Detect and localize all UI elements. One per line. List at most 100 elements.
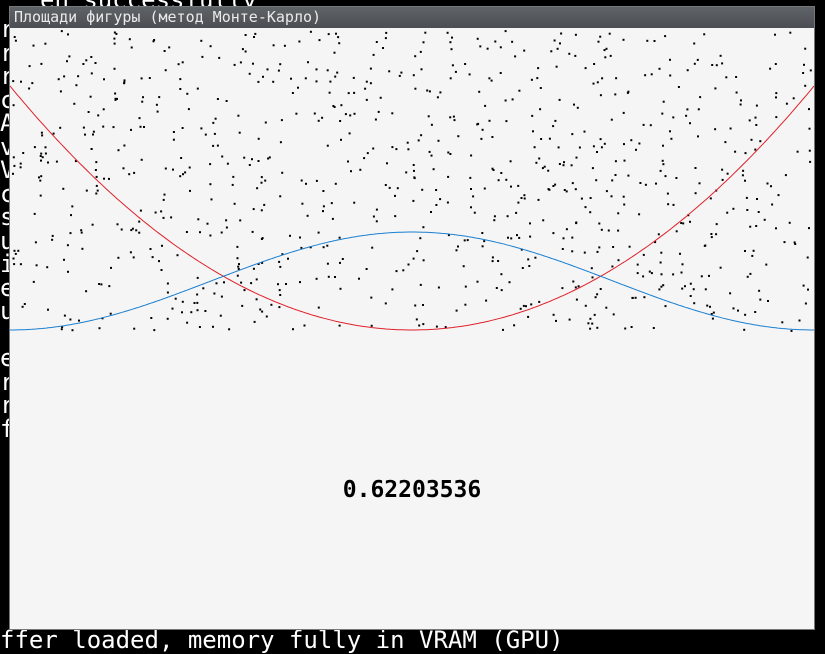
random-point	[353, 201, 356, 204]
random-point	[601, 77, 604, 80]
random-point	[44, 42, 47, 45]
random-point	[407, 263, 410, 266]
random-point	[527, 315, 530, 318]
random-point	[40, 175, 43, 178]
random-point	[252, 208, 255, 211]
random-point	[759, 298, 762, 301]
random-point	[694, 167, 697, 169]
random-point	[453, 119, 456, 122]
random-point	[74, 160, 77, 163]
random-point	[162, 216, 165, 219]
random-point	[188, 166, 191, 169]
random-point	[333, 51, 336, 54]
random-point	[187, 108, 190, 111]
random-point	[529, 235, 532, 238]
plot-canvas	[10, 28, 814, 629]
random-point	[520, 197, 523, 199]
random-point	[659, 169, 662, 172]
random-point	[457, 245, 459, 248]
random-point	[253, 36, 255, 38]
window-title-bar[interactable]: Площади фигуры (метод Монте-Карло)	[10, 7, 814, 28]
random-point	[98, 283, 101, 285]
random-point	[117, 149, 120, 152]
random-point	[604, 56, 607, 59]
random-point	[491, 136, 494, 138]
random-point	[635, 148, 637, 151]
random-point	[257, 160, 260, 162]
monte-carlo-window[interactable]: Площади фигуры (метод Монте-Карло) 0.622…	[9, 6, 815, 630]
random-point	[47, 308, 49, 311]
random-point	[259, 308, 262, 311]
random-point	[68, 55, 71, 58]
random-point	[131, 227, 134, 230]
random-point	[209, 183, 212, 186]
random-point	[334, 276, 336, 278]
random-point	[575, 298, 578, 301]
random-point	[682, 222, 685, 225]
random-point	[112, 126, 115, 129]
random-point	[148, 77, 151, 79]
random-point	[578, 146, 581, 149]
random-point	[365, 80, 368, 83]
random-point	[382, 47, 384, 49]
random-point	[451, 36, 453, 39]
random-point	[517, 201, 520, 204]
random-point	[648, 270, 651, 273]
random-point	[570, 164, 573, 167]
random-point	[140, 77, 143, 80]
random-point	[32, 44, 35, 47]
random-point	[533, 146, 536, 149]
random-point	[686, 108, 689, 111]
random-point	[327, 33, 330, 36]
random-point	[290, 77, 292, 80]
random-point	[808, 227, 810, 230]
random-point	[504, 99, 507, 102]
random-point	[478, 90, 481, 93]
random-point	[90, 56, 93, 58]
random-point	[375, 41, 378, 43]
random-point	[113, 67, 116, 70]
random-point	[557, 146, 560, 149]
random-point	[339, 287, 342, 290]
random-point	[748, 119, 751, 122]
random-point	[78, 319, 80, 322]
random-point	[603, 142, 606, 145]
random-point	[562, 164, 565, 167]
random-point	[660, 285, 663, 288]
random-point	[559, 42, 561, 45]
random-point	[322, 210, 324, 213]
random-point	[451, 64, 454, 67]
random-point	[113, 31, 116, 34]
random-point	[214, 117, 217, 120]
random-point	[365, 268, 368, 270]
random-point	[534, 256, 537, 259]
random-point	[109, 312, 112, 315]
random-point	[583, 130, 586, 133]
random-point	[554, 183, 557, 186]
random-point	[737, 309, 739, 312]
random-point	[251, 230, 254, 233]
random-point	[12, 172, 14, 175]
random-point	[634, 296, 637, 299]
random-point	[265, 315, 268, 318]
random-point	[646, 39, 649, 42]
random-point	[162, 198, 165, 201]
random-point	[436, 96, 439, 99]
random-point	[13, 36, 16, 38]
random-point	[729, 127, 732, 130]
random-point	[369, 67, 372, 70]
random-point	[660, 273, 663, 276]
random-point	[592, 145, 595, 148]
random-point	[166, 282, 169, 285]
random-point	[561, 248, 564, 250]
random-point	[662, 100, 665, 103]
random-point	[248, 164, 251, 166]
random-point	[746, 209, 749, 211]
random-point	[57, 78, 60, 81]
random-point	[204, 133, 207, 136]
random-point	[340, 138, 342, 141]
random-point	[250, 282, 253, 285]
random-point	[497, 260, 500, 262]
random-point	[388, 70, 391, 73]
random-point	[220, 295, 223, 298]
